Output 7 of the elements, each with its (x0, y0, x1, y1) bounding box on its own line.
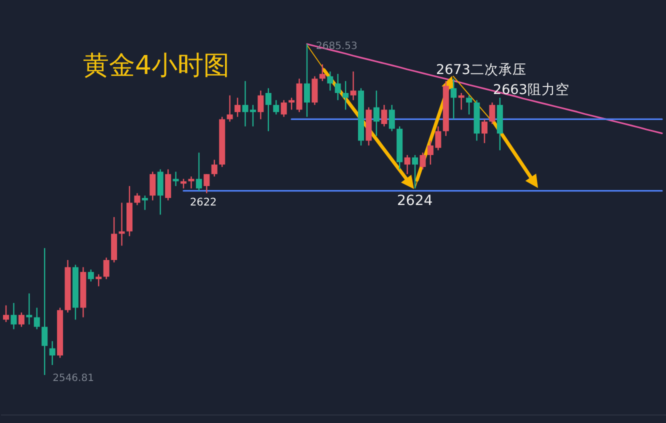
annotation: 2685.53 (316, 41, 358, 52)
annotation: 2622 (190, 196, 217, 209)
annotation: 2673二次承压 (436, 62, 526, 78)
chart-title: 黄金4小时图 (83, 51, 230, 81)
annotation: 2546.81 (52, 373, 94, 384)
annotation: 2663阻力空 (493, 82, 570, 98)
annotation: 2624 (397, 192, 433, 209)
